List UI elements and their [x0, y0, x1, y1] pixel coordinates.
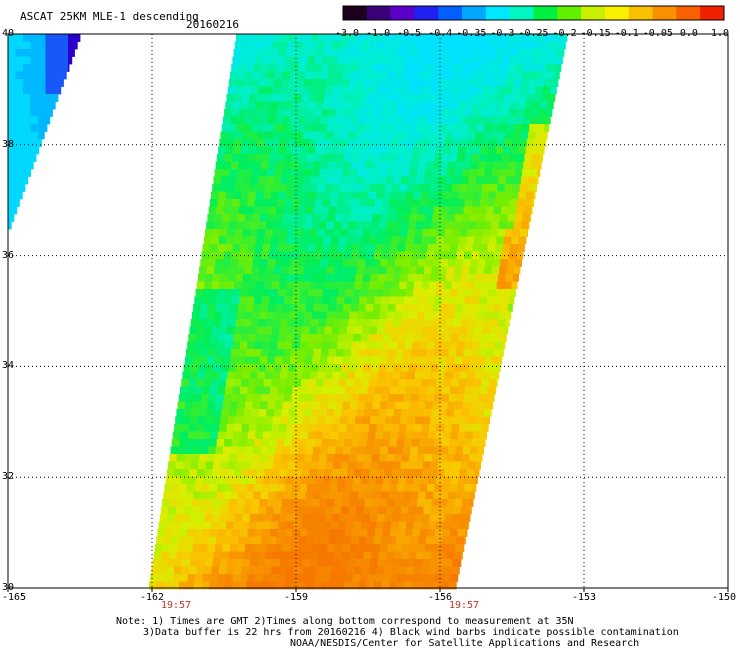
- swath-left: [8, 34, 81, 230]
- lon-label: -165: [1, 592, 27, 603]
- note-line-3: NOAA/NESDIS/Center for Satellite Applica…: [290, 638, 640, 649]
- colorbar-label: -0.35: [456, 28, 487, 39]
- lon-label: -162: [139, 592, 165, 603]
- colorbar-label: 0.0: [679, 28, 698, 39]
- lat-label: 36: [2, 249, 15, 261]
- colorbar-label: -0.1: [614, 28, 639, 39]
- colorbar-label: 1.0: [710, 28, 730, 39]
- colorbar-label: -0.3: [490, 28, 515, 39]
- lat-label: 32: [2, 471, 15, 483]
- lat-label: 38: [2, 138, 15, 150]
- colorbar-label: -0.25: [518, 28, 549, 39]
- time-label: 19:57: [448, 600, 480, 611]
- map-date: 20160216: [186, 18, 239, 31]
- lon-label: -159: [283, 592, 309, 603]
- swath-main: [149, 34, 568, 590]
- colorbar-label: -1.0: [366, 28, 391, 39]
- note-line-1: Note: 1) Times are GMT 2)Times along bot…: [116, 616, 574, 627]
- lat-label: 40: [2, 28, 15, 39]
- lon-label: -150: [711, 592, 737, 603]
- graticule: [7, 33, 729, 592]
- map-title: ASCAT 25KM MLE-1 descending: [20, 10, 199, 23]
- colorbar-label: -0.15: [580, 28, 611, 39]
- lat-label: 30: [2, 582, 15, 593]
- colorbar-label: -0.2: [552, 28, 577, 39]
- colorbar-label: -0.4: [428, 28, 453, 39]
- note-line-2: 3)Data buffer is 22 hrs from 20160216 4)…: [143, 627, 679, 638]
- colorbar: [342, 5, 725, 21]
- lat-label: 34: [2, 360, 15, 372]
- colorbar-label: -0.05: [642, 28, 673, 39]
- lon-label: -153: [571, 592, 597, 603]
- time-label: 19:57: [160, 600, 192, 611]
- colorbar-label: -3.0: [334, 28, 360, 39]
- lon-label: -156: [427, 592, 453, 603]
- colorbar-label: -0.5: [397, 28, 422, 39]
